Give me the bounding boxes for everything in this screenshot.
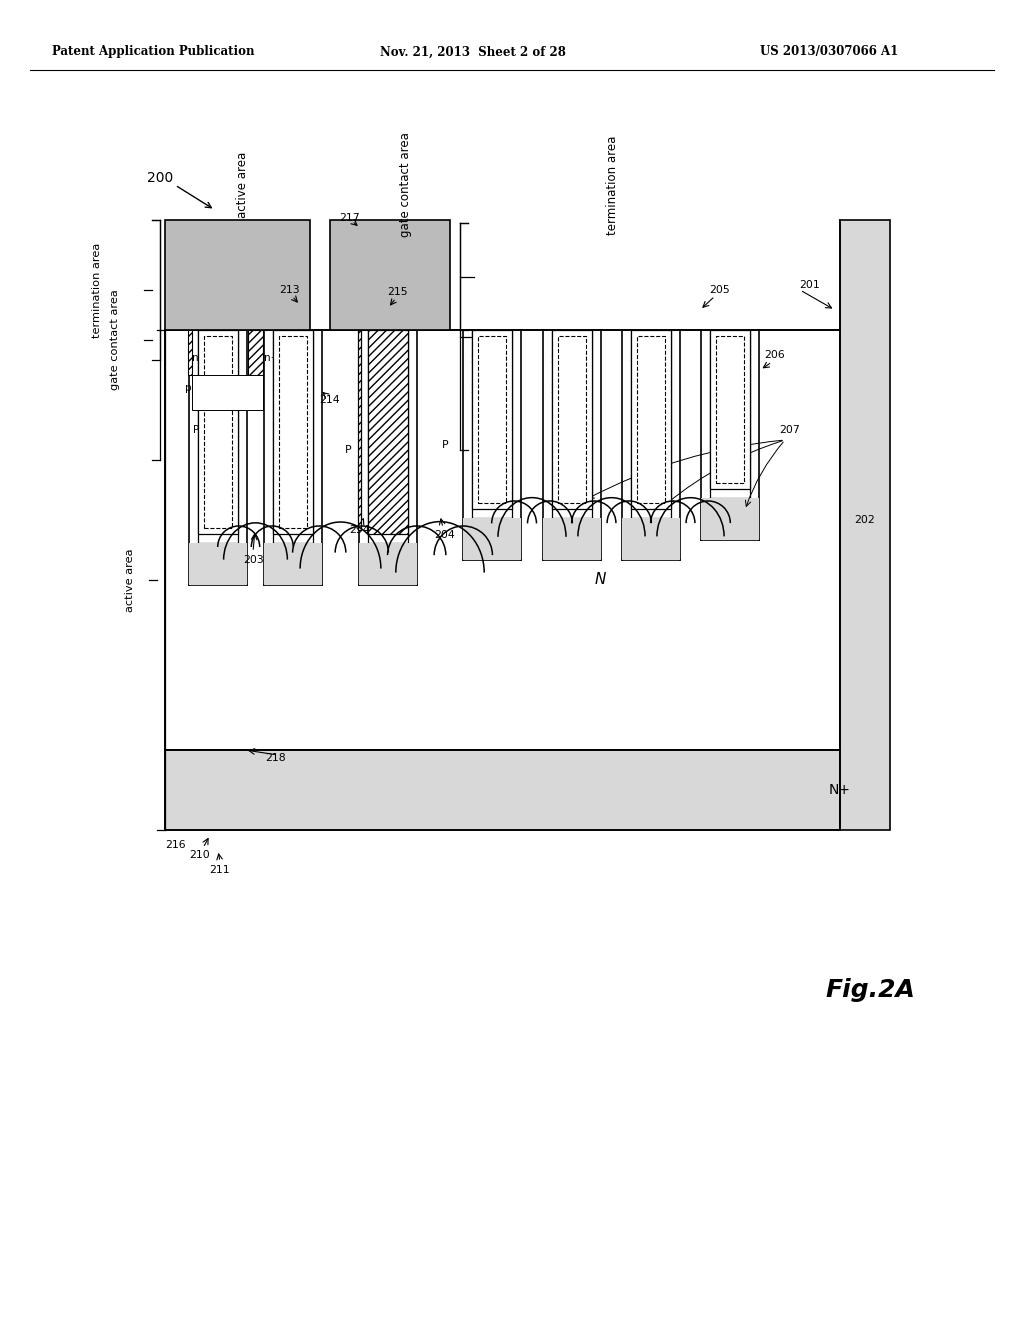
Bar [543, 517, 601, 560]
Text: 208: 208 [713, 335, 733, 345]
Text: 207: 207 [779, 425, 801, 436]
Text: termination area: termination area [606, 136, 620, 235]
Bar [264, 543, 322, 585]
Text: P: P [441, 440, 449, 450]
Text: 208: 208 [630, 352, 650, 363]
Bar [358, 330, 361, 531]
Bar [188, 330, 193, 375]
Bar [193, 375, 263, 411]
Text: 215: 215 [388, 286, 409, 297]
Bar [279, 337, 307, 528]
Text: active area: active area [237, 152, 250, 218]
Text: active area: active area [125, 548, 135, 611]
Text: gate contact area: gate contact area [110, 289, 120, 391]
Text: 203: 203 [244, 554, 264, 565]
Text: P: P [295, 436, 301, 445]
Bar [478, 337, 506, 503]
Text: 212: 212 [370, 465, 390, 475]
Bar [189, 543, 247, 585]
Text: 208: 208 [551, 355, 571, 366]
Text: US 2013/0307066 A1: US 2013/0307066 A1 [760, 45, 898, 58]
Text: 206: 206 [765, 350, 785, 360]
Bar [165, 220, 310, 330]
Bar [472, 330, 512, 510]
Text: 209: 209 [471, 385, 492, 395]
Text: 202: 202 [855, 515, 876, 525]
Bar [701, 498, 759, 540]
Text: termination area: termination area [92, 243, 102, 338]
Text: 216: 216 [165, 840, 185, 850]
Bar [198, 330, 238, 535]
Text: 209: 209 [551, 385, 571, 395]
Text: 205: 205 [710, 285, 730, 294]
Text: 208: 208 [275, 360, 296, 370]
Text: 209: 209 [275, 395, 296, 405]
Text: 217: 217 [340, 213, 360, 223]
Bar [165, 750, 840, 830]
Text: n+: n+ [264, 352, 280, 363]
Text: Fig.2A: Fig.2A [825, 978, 914, 1002]
Text: P: P [193, 425, 199, 436]
Text: gate contact area: gate contact area [398, 132, 412, 238]
Bar [840, 220, 890, 830]
Text: 213: 213 [280, 285, 300, 294]
Text: P: P [652, 425, 659, 436]
Bar [716, 337, 744, 483]
Text: 200: 200 [146, 172, 173, 185]
Text: p+: p+ [185, 383, 201, 393]
Text: 210: 210 [189, 850, 210, 861]
Text: P: P [345, 445, 351, 455]
Bar [622, 517, 680, 560]
Text: 211: 211 [210, 865, 230, 875]
Text: 294: 294 [349, 525, 371, 535]
Text: P: P [390, 430, 396, 440]
Bar [368, 330, 408, 535]
Text: 218: 218 [264, 752, 286, 763]
Bar [710, 330, 750, 488]
Bar [248, 330, 263, 375]
Text: 208: 208 [369, 355, 389, 366]
Bar [463, 517, 521, 560]
Text: 209: 209 [369, 385, 389, 395]
Bar [558, 337, 586, 503]
Text: P: P [494, 425, 501, 436]
Bar [631, 330, 671, 510]
Text: 208: 208 [471, 355, 492, 366]
Text: 204: 204 [434, 531, 456, 540]
Bar [330, 220, 450, 330]
Text: P: P [242, 395, 248, 405]
Bar [273, 330, 313, 535]
Text: N: N [594, 573, 605, 587]
Text: N+: N+ [829, 783, 851, 797]
Text: Patent Application Publication: Patent Application Publication [52, 45, 255, 58]
Text: 214: 214 [319, 395, 340, 405]
Bar [637, 337, 665, 503]
Bar [165, 330, 840, 750]
Text: n+: n+ [193, 352, 208, 363]
Bar [552, 330, 592, 510]
Bar [359, 543, 417, 585]
Bar [204, 337, 232, 528]
Text: 201: 201 [800, 280, 820, 290]
Text: P: P [573, 425, 581, 436]
Text: Nov. 21, 2013  Sheet 2 of 28: Nov. 21, 2013 Sheet 2 of 28 [380, 45, 566, 58]
